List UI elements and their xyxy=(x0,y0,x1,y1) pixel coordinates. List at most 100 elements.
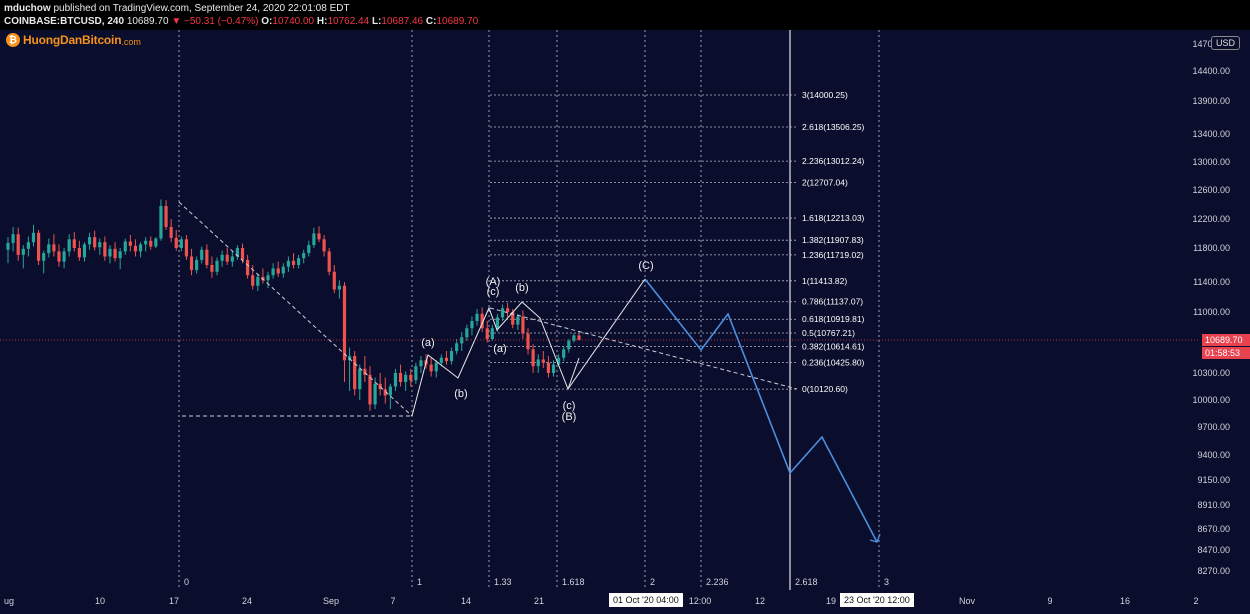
bitcoin-icon: ₿ xyxy=(6,33,20,47)
candle-body xyxy=(541,359,545,363)
candle-body xyxy=(174,237,178,248)
y-tick-label: 13400.00 xyxy=(1192,129,1230,139)
candle-body xyxy=(327,251,331,272)
symbol-line: COINBASE:BTCUSD, 240 10689.70 ▼ −50.31 (… xyxy=(4,16,478,27)
candle-body xyxy=(307,245,311,254)
candle-body xyxy=(393,373,398,387)
logo-text: HuongDanBitcoin xyxy=(23,33,122,47)
y-tick-label: 14400.00 xyxy=(1192,66,1230,76)
fib-level-label: 1.618(12213.03) xyxy=(802,213,865,223)
candle-body xyxy=(388,386,392,396)
time-zone-label: 2.236 xyxy=(706,577,729,587)
candle-body xyxy=(460,337,464,344)
wave-label: (A) xyxy=(486,276,501,288)
currency-button[interactable]: USD xyxy=(1211,36,1241,50)
candle-body xyxy=(276,268,280,274)
candle-body xyxy=(144,240,148,245)
y-tick-label: 12600.00 xyxy=(1192,185,1230,195)
candle-body xyxy=(77,248,81,258)
candle-body xyxy=(240,248,245,260)
logo-suffix: .com xyxy=(121,36,141,47)
fib-level-label: 2(12707.04) xyxy=(802,178,848,188)
y-tick-label: 10000.00 xyxy=(1192,395,1230,405)
candle-body xyxy=(149,240,153,247)
y-tick-label: 8270.00 xyxy=(1197,566,1230,576)
last-price: 10689.70 xyxy=(126,16,169,27)
low-value: 10687.46 xyxy=(381,16,424,27)
fib-level-label: 0.5(10767.21) xyxy=(802,328,855,338)
candle-body xyxy=(256,276,260,286)
candle-body xyxy=(470,321,474,329)
candle-body xyxy=(429,364,433,372)
candle-body xyxy=(480,313,484,329)
candle-body xyxy=(11,234,15,243)
candle-body xyxy=(200,249,204,260)
fib-level-label: 0.236(10425.80) xyxy=(802,357,865,367)
candle-body xyxy=(516,316,520,325)
candle-body xyxy=(286,260,291,267)
candle-body xyxy=(225,254,229,262)
candle-body xyxy=(475,313,479,322)
projection-path xyxy=(644,278,878,543)
time-zone-label: 1 xyxy=(417,577,422,587)
fib-level-label: 2.618(13506.25) xyxy=(802,122,865,132)
x-tick-label: 12 xyxy=(755,596,765,606)
candle-body xyxy=(169,226,173,238)
candle-body xyxy=(332,271,336,290)
trend-line xyxy=(178,201,413,417)
candle-body xyxy=(353,356,357,390)
candle-body xyxy=(113,248,117,259)
candle-body xyxy=(138,244,143,252)
candle-body xyxy=(419,360,423,367)
crosshair-date-label-1: 01 Oct '20 04:00 xyxy=(609,593,683,607)
candle-body xyxy=(572,335,576,341)
candle-body xyxy=(373,383,377,405)
candle-body xyxy=(159,205,163,239)
symbol-label[interactable]: COINBASE:BTCUSD, 240 xyxy=(4,16,125,27)
candle-body xyxy=(103,242,107,257)
y-tick-label: 11000.00 xyxy=(1193,307,1230,317)
y-tick-label: 13900.00 xyxy=(1192,96,1230,106)
fib-level-label: 2.236(13012.24) xyxy=(802,156,865,166)
publisher-info: published on TradingView.com, September … xyxy=(53,3,350,14)
x-tick-label: 16 xyxy=(1120,596,1130,606)
candle-body xyxy=(87,237,92,245)
x-tick-label: 2 xyxy=(1193,596,1198,606)
candle-body xyxy=(118,251,122,259)
publisher-user[interactable]: mduchow xyxy=(4,3,51,14)
x-tick-label: 21 xyxy=(534,596,544,606)
fib-level-label: 1.382(11907.83) xyxy=(802,235,864,245)
candle-body xyxy=(358,368,362,390)
candle-body xyxy=(449,350,454,362)
fib-level-label: 0(10120.60) xyxy=(802,384,848,394)
fib-level-label: 0.786(11137.07) xyxy=(802,297,863,307)
candle-body xyxy=(434,362,438,372)
wave-label: (c) xyxy=(487,286,500,298)
candle-body xyxy=(16,234,20,255)
wave-label: (B) xyxy=(562,411,577,423)
candle-body xyxy=(82,244,87,258)
x-tick-label: 17 xyxy=(169,596,179,606)
candle-body xyxy=(444,357,449,362)
x-tick-label: ug xyxy=(4,596,14,606)
x-tick-label: 9 xyxy=(1047,596,1052,606)
candle-body xyxy=(123,241,127,252)
bar-countdown-tag: 01:58:53 xyxy=(1202,347,1250,359)
close-value: 10689.70 xyxy=(436,16,479,27)
candle-body xyxy=(511,312,515,325)
candle-body xyxy=(536,359,540,367)
fib-level-label: 1.236(11719.02) xyxy=(802,250,864,260)
candle-body xyxy=(506,308,510,312)
candle-body xyxy=(322,239,326,252)
candle-body xyxy=(36,232,41,261)
candle-body xyxy=(108,248,112,257)
candle-body xyxy=(47,244,51,254)
y-tick-label: 11800.00 xyxy=(1193,243,1230,253)
candle-body xyxy=(546,362,551,373)
x-tick-label: 14 xyxy=(461,596,471,606)
fib-level-label: 3(14000.25) xyxy=(802,90,848,100)
x-tick-label: 10 xyxy=(95,596,105,606)
y-tick-label: 8910.00 xyxy=(1197,500,1230,510)
candle-body xyxy=(342,285,347,361)
